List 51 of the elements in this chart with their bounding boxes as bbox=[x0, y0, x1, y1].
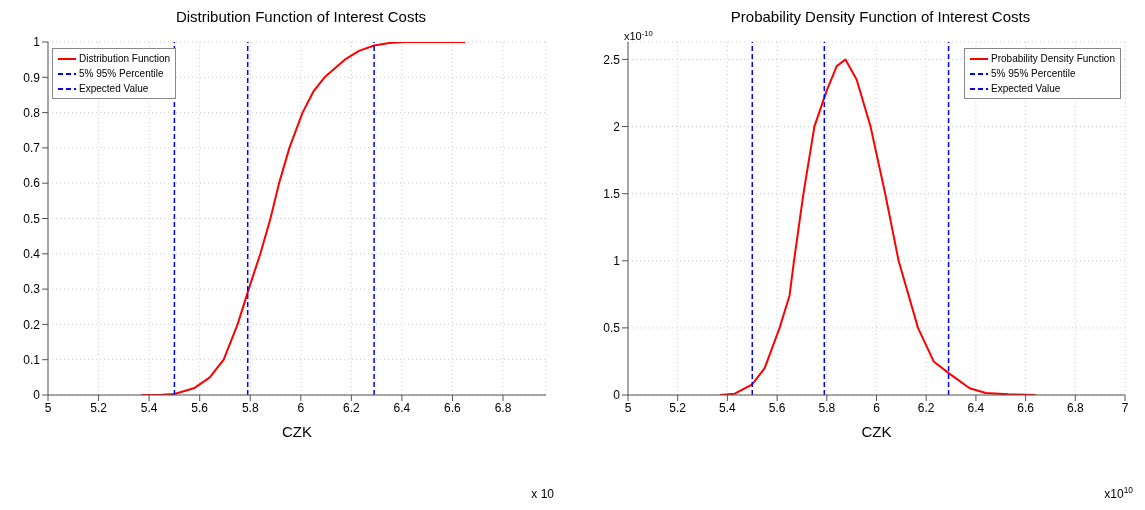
x-tick-label: 5.8 bbox=[241, 400, 259, 415]
text: x10$^{10}$ bbox=[1104, 485, 1134, 501]
text: x 10 bbox=[531, 487, 555, 501]
legend-label: Expected Value bbox=[991, 82, 1061, 96]
y-tick-label: 0.1 bbox=[23, 352, 41, 367]
text: x10$^{-10}$ bbox=[624, 28, 653, 42]
x-tick-label: 6.6 bbox=[444, 400, 462, 415]
y-tick-label: 0.6 bbox=[23, 176, 41, 191]
x-tick-label: 5 bbox=[624, 400, 632, 415]
x-tick-label: 5.8 bbox=[818, 400, 836, 415]
y-tick-label: 0.3 bbox=[23, 282, 41, 297]
y-tick-label: 2.5 bbox=[603, 52, 621, 67]
y-tick-label: 0.8 bbox=[23, 105, 41, 120]
x-tick-label: 6 bbox=[873, 400, 881, 415]
y-tick-label: 0 bbox=[613, 388, 621, 403]
x-tick-label: 5 bbox=[44, 400, 52, 415]
x-tick-label: 5.2 bbox=[669, 400, 687, 415]
x-tick-label: 6.4 bbox=[967, 400, 985, 415]
x-axis-title: CZK bbox=[861, 423, 892, 440]
y-tick-label: 0 bbox=[33, 388, 41, 403]
x-tick-label: 5.4 bbox=[719, 400, 737, 415]
y-tick-label: 1 bbox=[33, 35, 41, 50]
legend-label: 5% 95% Percentile bbox=[79, 67, 164, 81]
y-tick-label: 1.5 bbox=[603, 186, 621, 201]
chart-title: Distribution Function of Interest Costs bbox=[174, 8, 428, 27]
x-tick-label: 6 bbox=[297, 400, 305, 415]
x-tick-label: 5.2 bbox=[90, 400, 108, 415]
legend-label: Probability Density Function bbox=[991, 52, 1115, 66]
y-tick-label: 0.2 bbox=[23, 317, 41, 332]
x-tick-label: 5.4 bbox=[140, 400, 158, 415]
y-tick-label: 0.5 bbox=[23, 211, 41, 226]
chart-title: Probability Density Function of Interest Costs bbox=[729, 8, 1032, 27]
x-tick-label: 6.2 bbox=[917, 400, 935, 415]
x-tick-label: 5.6 bbox=[768, 400, 786, 415]
x-axis-title: CZK bbox=[282, 423, 312, 440]
y-tick-label: 0.4 bbox=[23, 247, 41, 262]
y-tick-label: 0.9 bbox=[23, 70, 41, 85]
x-tick-label: 7 bbox=[1121, 400, 1129, 415]
y-tick-label: 1 bbox=[613, 254, 621, 269]
legend-label: Distribution Function bbox=[79, 52, 171, 66]
x-tick-label: 6.2 bbox=[343, 400, 361, 415]
x-tick-label: 5.6 bbox=[191, 400, 209, 415]
x-tick-label: 6.4 bbox=[393, 400, 411, 415]
x-tick-label: 6.8 bbox=[1066, 400, 1084, 415]
y-tick-label: 0.7 bbox=[23, 141, 41, 156]
legend-label: Expected Value bbox=[79, 82, 149, 96]
y-tick-label: 0.5 bbox=[603, 321, 621, 336]
x-tick-label: 6.6 bbox=[1017, 400, 1035, 415]
y-tick-label: 2 bbox=[613, 119, 621, 134]
x-tick-label: 6.8 bbox=[494, 400, 512, 415]
legend-label: 5% 95% Percentile bbox=[991, 67, 1076, 81]
